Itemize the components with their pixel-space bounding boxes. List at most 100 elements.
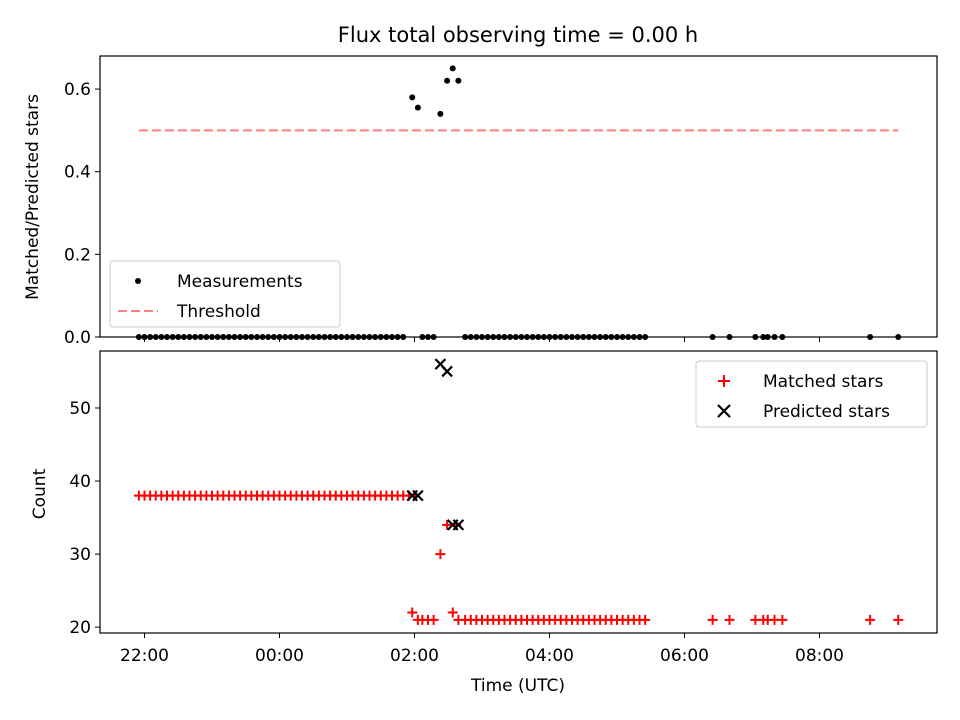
measurement-point <box>242 334 249 340</box>
measurement-point <box>479 334 485 340</box>
measurement-point <box>332 334 339 340</box>
measurement-point <box>377 334 384 340</box>
measurement-point <box>764 334 771 340</box>
matched-star-point <box>447 607 458 618</box>
measurement-point <box>344 334 350 340</box>
y-tick-label: 0.6 <box>64 80 91 100</box>
matched-star-point <box>724 614 735 625</box>
matched-star-point <box>428 614 439 625</box>
legend-label: Measurements <box>177 272 303 292</box>
measurement-point <box>203 334 210 340</box>
measurement-point <box>569 334 575 340</box>
measurement-point <box>186 334 193 340</box>
matched-star-point <box>640 614 651 625</box>
measurement-point <box>608 334 615 340</box>
legend-label: Threshold <box>176 302 261 322</box>
measurement-point <box>180 334 187 340</box>
y-tick-label: 0.2 <box>64 245 91 265</box>
measurement-point <box>237 334 244 340</box>
measurement-point <box>642 334 649 340</box>
legend-box <box>109 260 341 328</box>
measurement-point <box>462 334 469 340</box>
measurement-point <box>895 334 902 340</box>
measurement-point <box>197 334 204 340</box>
measurement-point <box>141 334 148 340</box>
matched-star-point <box>777 614 788 625</box>
measurement-point <box>175 334 182 340</box>
measurement-point <box>225 334 232 340</box>
matched-star-point <box>435 549 446 560</box>
measurement-point <box>585 334 592 340</box>
measurement-point <box>400 334 407 340</box>
measurement-point <box>372 334 379 340</box>
measurement-point <box>282 334 289 340</box>
measurement-point <box>597 334 604 340</box>
measurement-point <box>147 334 154 340</box>
measurement-point <box>495 334 502 340</box>
legend-marker-predicted <box>717 404 731 418</box>
y-tick-label: 0.4 <box>64 163 91 183</box>
measurement-point <box>455 77 462 84</box>
measurement-point <box>152 334 159 340</box>
measurement-point <box>591 334 598 340</box>
measurement-point <box>709 334 716 340</box>
matched-star-point <box>865 614 876 625</box>
measurement-point <box>209 334 215 340</box>
x-tick-label: 22:00 <box>120 646 169 666</box>
measurement-point <box>259 334 266 340</box>
measurement-point <box>437 110 444 117</box>
measurement-point <box>293 334 300 340</box>
measurement-point <box>254 334 260 340</box>
measurement-point <box>602 334 609 340</box>
measurement-point <box>771 334 778 340</box>
top-plot-panel: 0.0 0.2 0.4 0.6 Measurements Threshold <box>64 55 938 348</box>
top-y-axis-label: Matched/Predicted stars <box>23 94 43 300</box>
measurement-point <box>449 65 456 72</box>
measurement-point <box>192 334 199 340</box>
legend-label: Matched stars <box>763 372 883 392</box>
y-tick-label: 30 <box>69 545 91 565</box>
x-tick-label: 00:00 <box>255 646 304 666</box>
measurement-point <box>214 334 221 340</box>
measurement-point <box>327 334 334 340</box>
measurement-point <box>248 334 255 340</box>
predicted-star-point <box>441 365 453 378</box>
measurement-point <box>535 334 542 340</box>
y-tick-label: 40 <box>69 472 91 492</box>
bottom-x-axis-label: Time (UTC) <box>470 676 565 696</box>
measurement-point <box>726 334 733 340</box>
bottom-y-axis-label: Count <box>30 468 50 519</box>
measurement-point <box>563 334 570 340</box>
measurement-point <box>552 334 559 340</box>
x-tick-label: 02:00 <box>390 646 439 666</box>
measurement-point <box>310 334 317 340</box>
measurement-point <box>360 334 367 340</box>
measurement-point <box>760 334 767 340</box>
measurement-point <box>349 334 356 340</box>
measurement-point <box>625 334 632 340</box>
measurement-point <box>321 334 328 340</box>
plot-frame <box>99 350 938 634</box>
y-tick-label: 20 <box>69 618 91 638</box>
measurement-point <box>518 334 525 340</box>
measurement-point <box>473 334 480 340</box>
legend-box <box>695 360 928 428</box>
measurement-point <box>614 334 620 340</box>
matched-star-point <box>442 519 453 530</box>
measurement-point <box>270 334 277 340</box>
measurement-point <box>557 334 564 340</box>
measurement-point <box>414 104 421 111</box>
measurement-point <box>220 334 227 340</box>
measurement-point <box>484 334 491 340</box>
measurement-point <box>512 334 519 340</box>
measurement-point <box>338 334 345 340</box>
measurement-point <box>867 334 874 340</box>
measurement-point <box>529 334 536 340</box>
measurement-point <box>366 334 373 340</box>
measurement-point <box>389 334 395 340</box>
measurement-point <box>490 334 497 340</box>
measurement-point <box>394 334 401 340</box>
measurement-point <box>383 334 390 340</box>
measurement-point <box>619 334 626 340</box>
y-tick-label: 0.0 <box>64 328 91 348</box>
